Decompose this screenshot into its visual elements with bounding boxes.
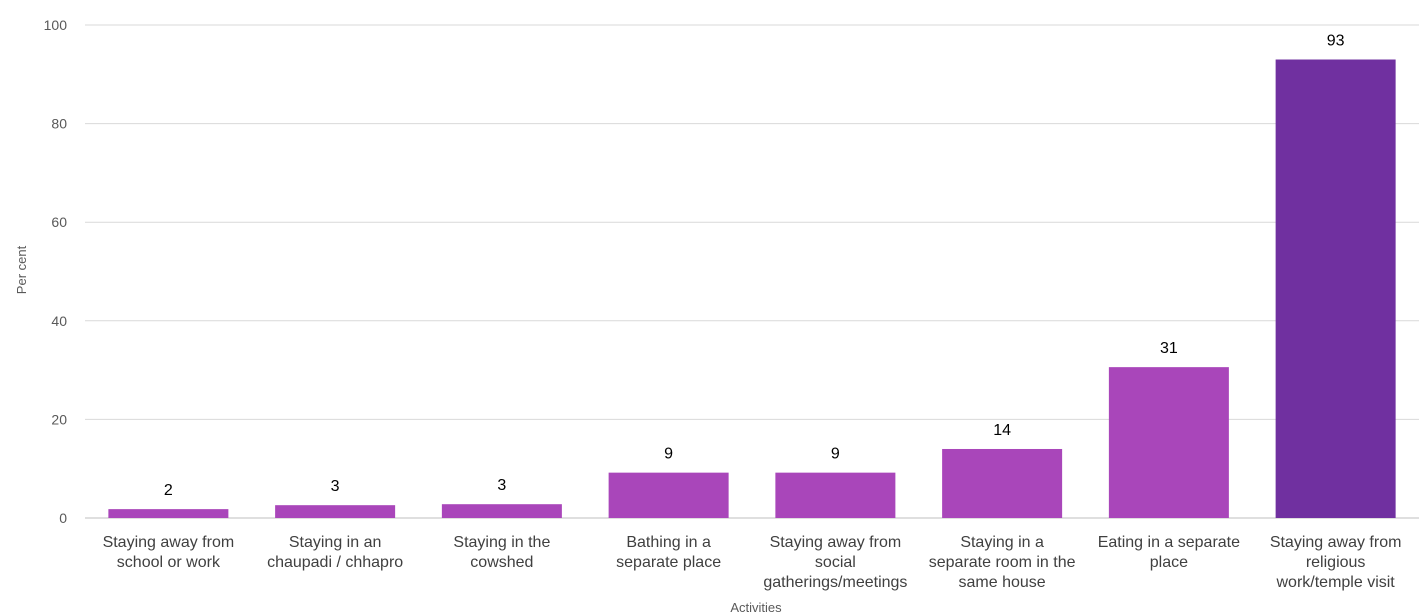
bar: [775, 472, 896, 518]
x-tick-label: chaupadi / chhapro: [267, 554, 403, 571]
x-tick-label: separate room in the: [929, 554, 1076, 571]
data-label: 14: [993, 422, 1011, 439]
y-tick-label: 100: [44, 17, 68, 33]
x-tick-label: social: [815, 554, 856, 571]
x-tick-label: work/temple visit: [1276, 574, 1396, 591]
data-label: 2: [164, 482, 173, 499]
bar: [1108, 367, 1229, 518]
bar: [942, 448, 1063, 518]
x-tick-label: cowshed: [470, 554, 533, 571]
y-axis-title: Per cent: [14, 245, 29, 294]
y-axis-ticks: 0 20 40 60 80 100: [44, 17, 68, 526]
x-tick-label: place: [1150, 554, 1188, 571]
data-label: 3: [497, 477, 506, 494]
data-label: 31: [1160, 340, 1178, 357]
x-tick-label: Bathing in a: [626, 534, 711, 551]
x-tick-label: Staying in a: [960, 534, 1044, 551]
x-tick-label: school or work: [117, 554, 221, 571]
y-tick-label: 0: [59, 510, 67, 526]
bar: [275, 505, 396, 518]
bar: [108, 509, 229, 518]
x-axis-categories: Staying away from school or work Staying i…: [103, 534, 1402, 591]
x-tick-label: Staying away from: [103, 534, 235, 551]
x-tick-label: Staying away from: [770, 534, 902, 551]
bar: [1275, 59, 1396, 518]
y-tick-label: 80: [51, 116, 67, 132]
data-label: 9: [831, 446, 840, 463]
y-tick-label: 20: [51, 411, 67, 427]
data-label: 3: [331, 478, 340, 495]
x-axis-title: Activities: [730, 600, 782, 615]
x-tick-label: Eating in a separate: [1098, 534, 1240, 551]
x-tick-label: Staying away from: [1270, 534, 1402, 551]
bars: [108, 59, 1396, 518]
x-tick-label: Staying in an: [289, 534, 382, 551]
data-label: 9: [664, 446, 673, 463]
x-tick-label: separate place: [616, 554, 721, 571]
data-labels: 2 3 3 9 9 14 31 93: [164, 33, 1345, 500]
x-tick-label: religious: [1306, 554, 1366, 571]
x-tick-label: gatherings/meetings: [763, 574, 907, 591]
bar: [441, 504, 562, 518]
data-label: 93: [1327, 33, 1345, 50]
y-tick-label: 60: [51, 214, 67, 230]
y-tick-label: 40: [51, 313, 67, 329]
bar: [608, 472, 729, 518]
x-tick-label: same house: [959, 574, 1046, 591]
x-tick-label: Staying in the: [453, 534, 550, 551]
